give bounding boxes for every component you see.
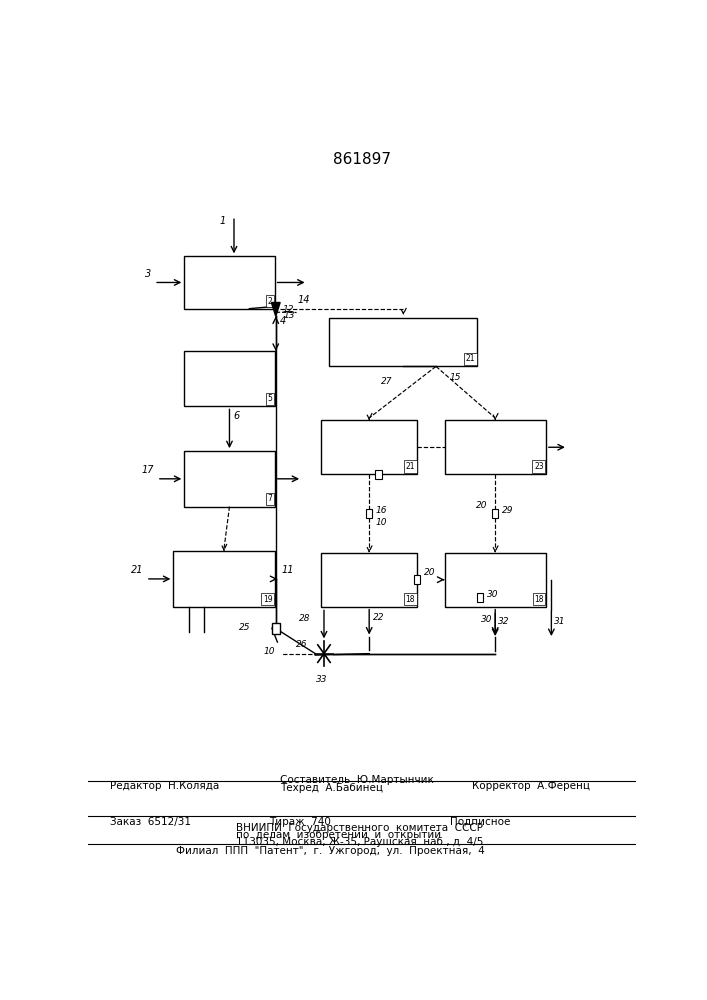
Text: 22: 22 <box>373 613 384 622</box>
Bar <box>185 256 274 309</box>
Text: 16: 16 <box>375 506 387 515</box>
Text: 10: 10 <box>375 518 387 527</box>
Text: 1: 1 <box>219 216 226 226</box>
Text: 32: 32 <box>498 617 510 626</box>
Text: 23: 23 <box>534 462 544 471</box>
Text: 21: 21 <box>466 354 475 363</box>
Text: Филиал  ППП  "Патент",  г.  Ужгород,  ул.  Проектная,  4: Филиал ППП "Патент", г. Ужгород, ул. Про… <box>176 846 485 856</box>
Text: 27: 27 <box>380 377 392 386</box>
Text: 31: 31 <box>554 617 566 626</box>
Text: 20: 20 <box>476 501 488 510</box>
Text: 14: 14 <box>298 295 310 305</box>
Text: 21: 21 <box>405 462 415 471</box>
Text: 5: 5 <box>268 394 272 403</box>
Text: Редактор  Н.Коляда: Редактор Н.Коляда <box>110 781 220 791</box>
Bar <box>477 593 484 602</box>
Text: 3: 3 <box>145 269 151 279</box>
Text: 861897: 861897 <box>333 152 392 167</box>
Bar <box>414 575 421 584</box>
Text: Составитель  Ю.Мартынчик: Составитель Ю.Мартынчик <box>280 775 434 785</box>
Text: 7: 7 <box>268 494 272 503</box>
Text: 2: 2 <box>268 297 272 306</box>
Text: Заказ  6512/31: Заказ 6512/31 <box>110 817 192 827</box>
Polygon shape <box>271 302 280 316</box>
Bar <box>366 509 373 518</box>
Text: 18: 18 <box>534 595 544 604</box>
Text: Подписное: Подписное <box>450 817 510 827</box>
Text: 21: 21 <box>131 565 144 575</box>
Bar <box>492 509 498 518</box>
Text: 4: 4 <box>279 316 286 326</box>
Text: 29: 29 <box>502 506 513 515</box>
Text: 30: 30 <box>481 615 493 624</box>
Text: Тираж  740: Тираж 740 <box>269 817 331 827</box>
Text: ВНИИПИ  Государственного  комитета  СССР: ВНИИПИ Государственного комитета СССР <box>236 823 484 833</box>
Bar <box>272 623 279 634</box>
Text: 11: 11 <box>281 565 293 575</box>
Text: 33: 33 <box>315 675 327 684</box>
Text: 15: 15 <box>450 373 461 382</box>
Bar <box>375 470 382 479</box>
Text: 30: 30 <box>486 590 498 599</box>
Text: по  делам  изобретений  и  открытий: по делам изобретений и открытий <box>236 830 441 840</box>
Text: 12: 12 <box>283 305 294 314</box>
Bar <box>185 351 274 406</box>
Text: 13: 13 <box>284 311 296 320</box>
Text: 19: 19 <box>263 595 272 604</box>
Text: 6: 6 <box>233 411 240 421</box>
Bar <box>321 420 417 474</box>
Text: 18: 18 <box>405 595 415 604</box>
Text: 28: 28 <box>299 614 310 623</box>
Bar <box>321 553 417 607</box>
Bar <box>445 420 546 474</box>
Text: Корректор  А.Ференц: Корректор А.Ференц <box>472 781 590 791</box>
Text: 113035, Москва, Ж-35, Раушская  наб., д. 4/5: 113035, Москва, Ж-35, Раушская наб., д. … <box>236 837 484 847</box>
Text: 20: 20 <box>423 568 436 577</box>
Text: 17: 17 <box>141 465 154 475</box>
Text: 10: 10 <box>264 647 275 656</box>
Text: 25: 25 <box>238 623 250 632</box>
Bar <box>445 553 546 607</box>
Bar <box>329 318 477 366</box>
Bar <box>185 451 274 507</box>
Bar <box>173 551 275 607</box>
Text: Техред  А.Бабинец: Техред А.Бабинец <box>280 783 383 793</box>
Text: 26: 26 <box>296 640 308 649</box>
